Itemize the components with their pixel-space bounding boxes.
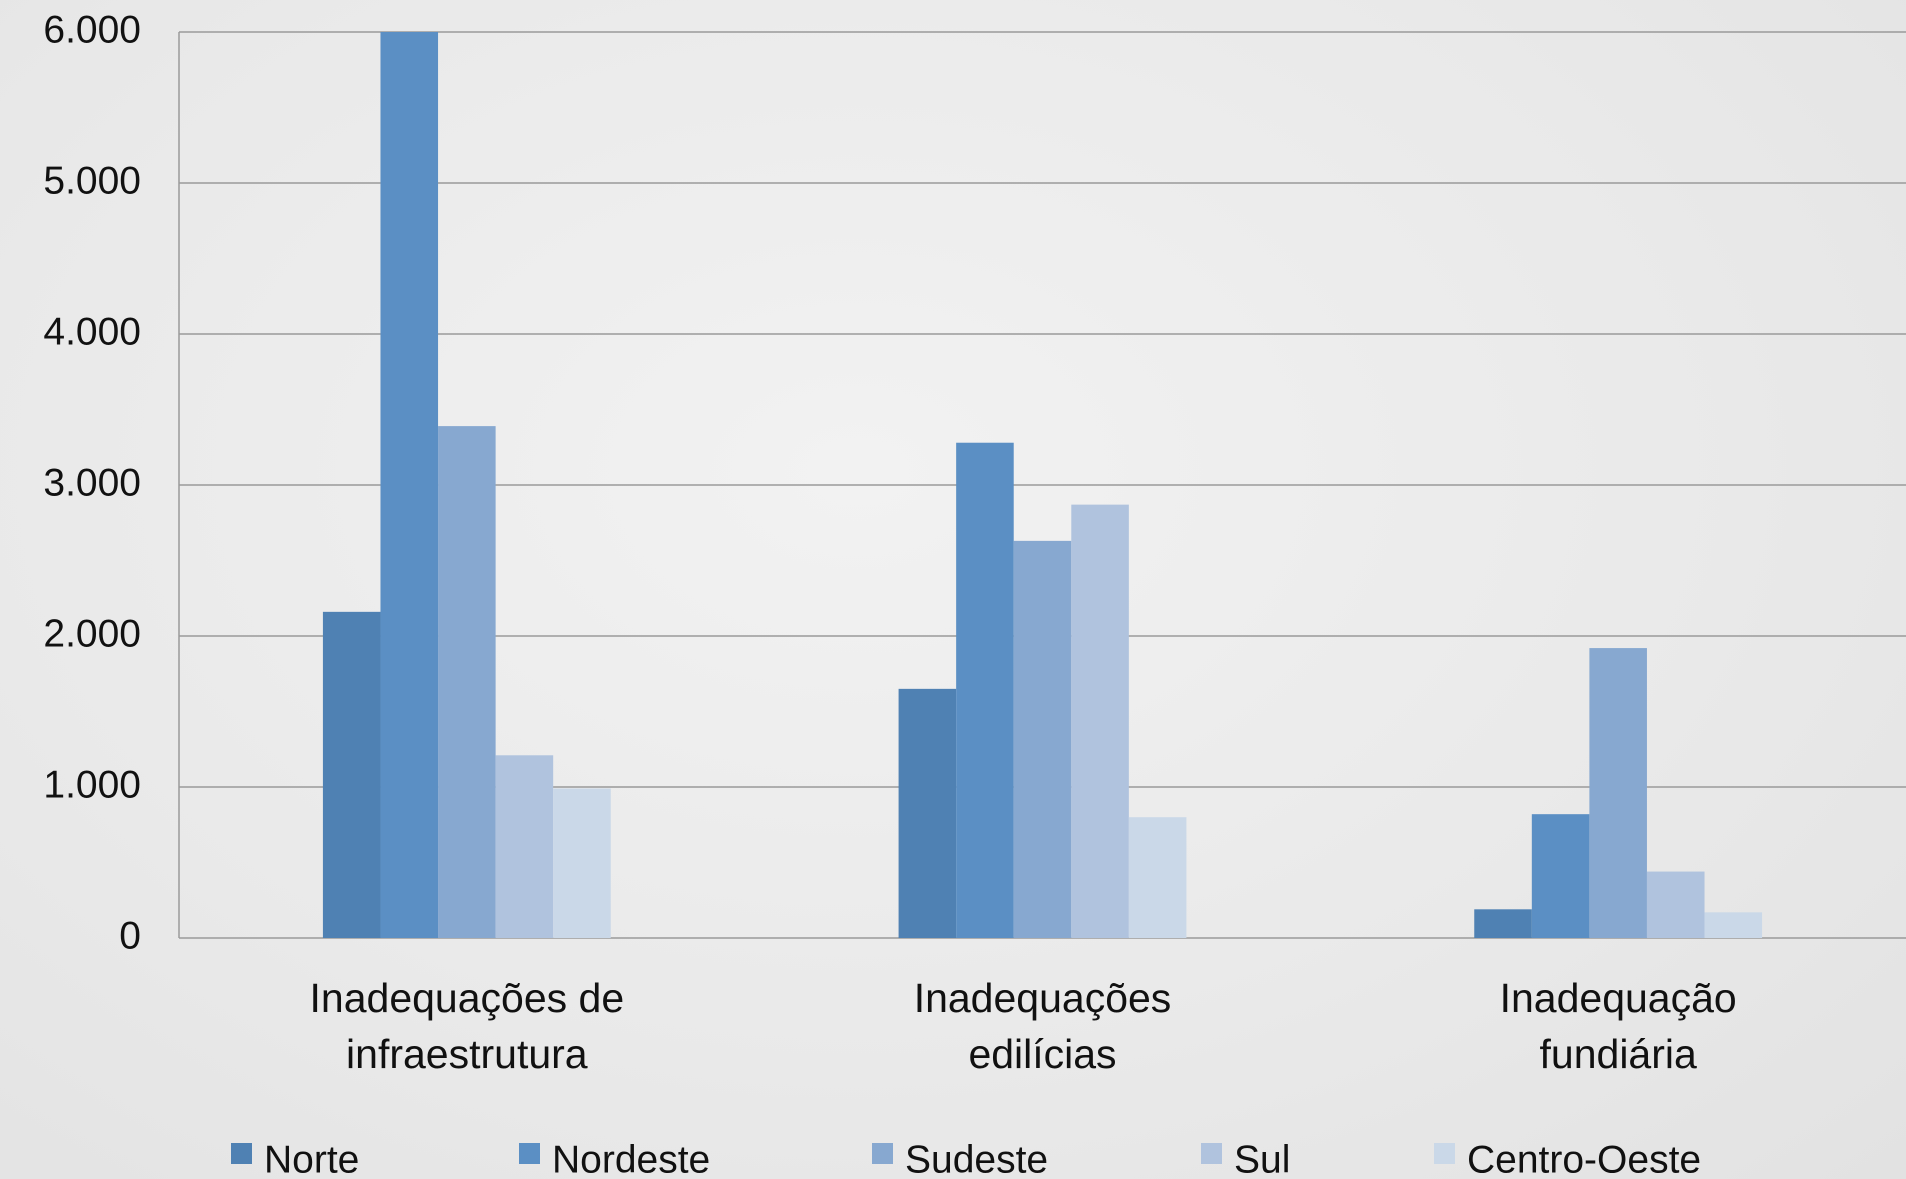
bar <box>956 442 1014 938</box>
y-tick-label: 5.000 <box>43 159 141 202</box>
bar <box>322 611 381 938</box>
legend-label: Nordeste <box>552 1138 710 1179</box>
bar <box>553 788 611 938</box>
legend-swatch <box>1434 1143 1455 1164</box>
x-tick-label: Inadequações de infraestrutura <box>309 975 625 1077</box>
y-tick-label: 4.000 <box>43 310 141 353</box>
bar <box>1531 814 1590 938</box>
bar <box>1704 912 1763 938</box>
bar <box>1474 909 1532 938</box>
bar <box>380 32 439 938</box>
y-tick-label: 0 <box>119 914 141 957</box>
bar <box>1128 817 1187 938</box>
bar <box>1071 504 1129 938</box>
y-tick-label: 3.000 <box>43 461 141 504</box>
bar <box>438 426 496 938</box>
legend-swatch <box>231 1143 252 1164</box>
bar <box>1646 871 1705 938</box>
bar <box>898 688 957 938</box>
legend-label: Sudeste <box>905 1138 1048 1179</box>
legend-label: Sul <box>1234 1138 1290 1179</box>
y-tick-label: 6.000 <box>43 8 141 51</box>
x-tick-label: Inadequações edilícias <box>913 975 1172 1077</box>
bar <box>1013 540 1072 938</box>
bar <box>1589 648 1647 938</box>
legend-label: Norte <box>264 1138 359 1179</box>
legend-label: Centro-Oeste <box>1467 1138 1701 1179</box>
bar <box>495 755 554 938</box>
legend-swatch <box>872 1143 893 1164</box>
y-tick-label: 1.000 <box>43 763 141 806</box>
y-tick-label: 2.000 <box>43 612 141 655</box>
legend-swatch <box>519 1143 540 1164</box>
x-tick-label: Inadequação fundiária <box>1499 975 1737 1077</box>
legend-swatch <box>1201 1143 1222 1164</box>
